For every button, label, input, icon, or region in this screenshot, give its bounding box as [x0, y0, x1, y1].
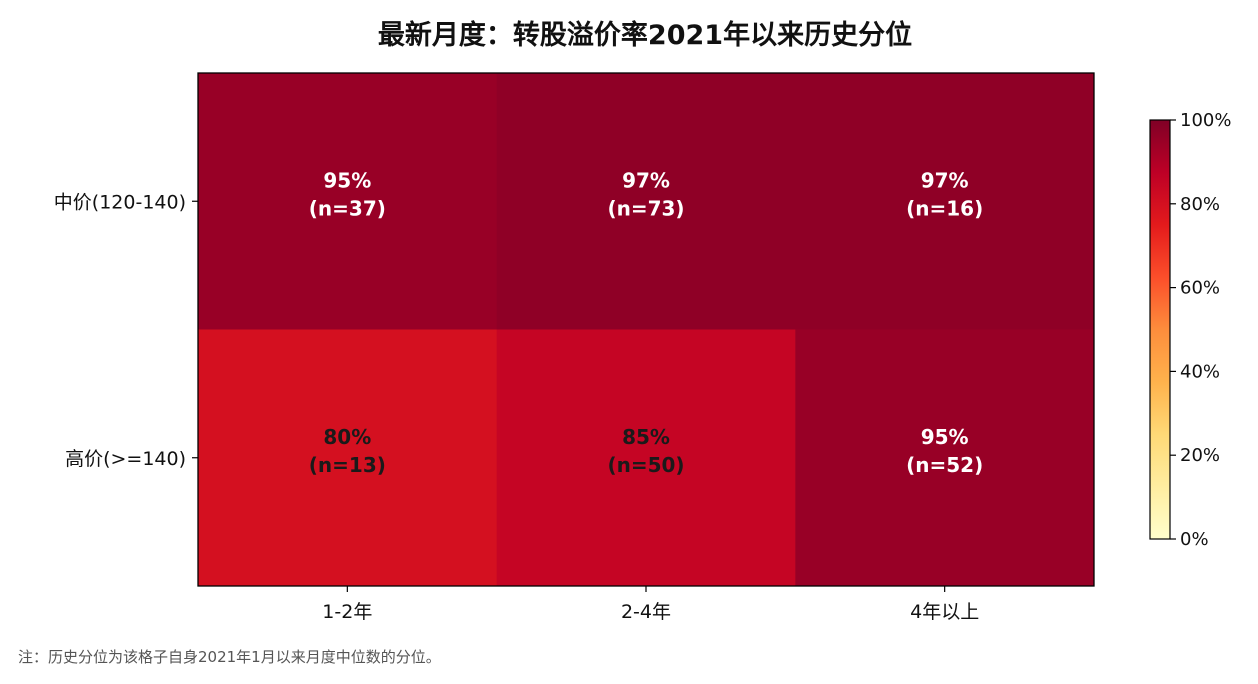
heatmap-cell — [198, 329, 498, 587]
x-axis: 1-2年 2-4年 4年以上 — [322, 586, 979, 623]
heatmap-cell — [795, 73, 1095, 330]
cell-count-label: (n=37) — [309, 196, 386, 220]
colorbar-gradient — [1149, 119, 1171, 540]
cell-count-label: (n=73) — [607, 196, 684, 220]
colorbar-tick-label: 80% — [1180, 194, 1220, 215]
y-tick-label: 中价(120-140) — [54, 191, 186, 213]
heatmap-cell — [198, 73, 498, 330]
cell-count-label: (n=52) — [906, 453, 983, 477]
cell-value-label: 97% — [921, 168, 969, 192]
cell-value-label: 97% — [622, 168, 670, 192]
heatmap-cell — [496, 329, 796, 587]
cell-count-label: (n=16) — [906, 196, 983, 220]
x-tick-label: 4年以上 — [910, 601, 979, 623]
x-tick-label: 1-2年 — [322, 601, 372, 623]
y-axis: 中价(120-140) 高价(>=140) — [54, 191, 198, 470]
x-tick-label: 2-4年 — [621, 601, 671, 623]
colorbar-tick-label: 60% — [1180, 278, 1220, 299]
cell-value-label: 95% — [921, 425, 969, 449]
heatmap-cells: 95% (n=37) 97% (n=73) 97% (n=16) 80% (n=13) 85% (… — [198, 73, 1095, 587]
heatmap-cell — [795, 329, 1095, 587]
cell-count-label: (n=13) — [309, 453, 386, 477]
heatmap-cell — [496, 73, 796, 330]
colorbar-tick-label: 100% — [1180, 110, 1231, 131]
chart-title: 最新月度：转股溢价率2021年以来历史分位 — [378, 19, 912, 51]
colorbar-tick-label: 40% — [1180, 361, 1220, 382]
cell-value-label: 85% — [622, 425, 670, 449]
footnote: 注：历史分位为该格子自身2021年1月以来月度中位数的分位。 — [18, 648, 441, 666]
colorbar-tick-label: 0% — [1180, 529, 1209, 550]
y-tick-label: 高价(>=140) — [65, 448, 186, 470]
cell-value-label: 95% — [323, 168, 371, 192]
colorbar: 0% 20% 40% 60% 80% 100% — [1149, 110, 1231, 550]
colorbar-tick-label: 20% — [1180, 445, 1220, 466]
cell-value-label: 80% — [323, 425, 371, 449]
cell-count-label: (n=50) — [607, 453, 684, 477]
